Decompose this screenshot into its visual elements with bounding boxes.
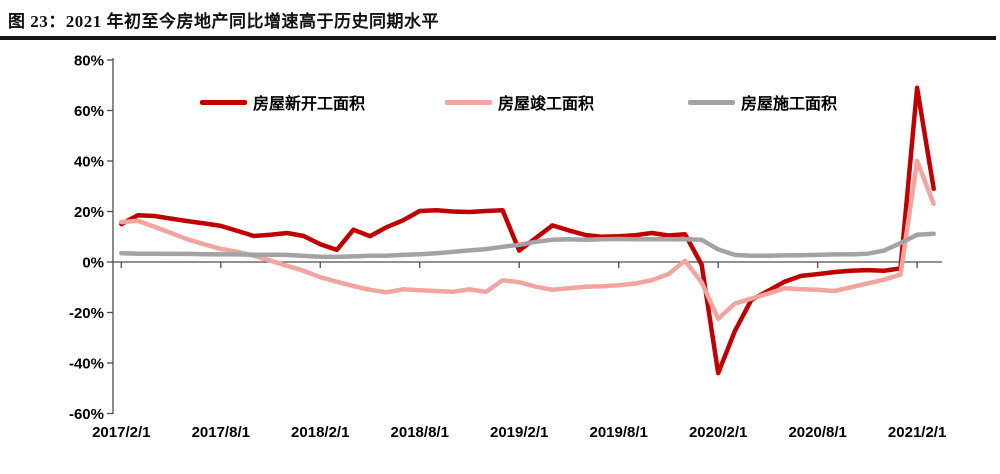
y-tick-label: 60%: [74, 103, 104, 120]
y-tick-label: 40%: [74, 154, 104, 171]
x-tick-label: 2017/8/1: [192, 424, 250, 441]
y-tick-label: 20%: [74, 204, 104, 221]
y-tick-label: -40%: [69, 356, 104, 373]
new-starts-line: [119, 85, 936, 376]
completions-line: [119, 158, 936, 322]
x-tick-label: 2021/2/1: [888, 424, 946, 441]
title-underline: [0, 36, 996, 40]
y-tick-label: 80%: [74, 53, 104, 70]
y-tick-label: -20%: [69, 305, 104, 322]
x-tick-label: 2019/8/1: [589, 424, 647, 441]
under-construction-line: [119, 231, 936, 260]
x-tick-label: 2020/8/1: [788, 424, 846, 441]
y-tick-label: -60%: [69, 406, 104, 423]
x-tick-label: 2019/2/1: [490, 424, 548, 441]
x-tick-label: 2017/2/1: [92, 424, 150, 441]
chart-svg: 80% 60% 40% 20% 0% -20% -40% -60%2017/2/1 2017/8…: [69, 53, 946, 442]
figure-title: 图 23：2021 年初至今房地产同比增速高于历史同期水平: [8, 12, 439, 31]
x-tick-label: 2018/8/1: [391, 424, 449, 441]
y-tick-label: 0%: [82, 255, 104, 272]
x-tick-label: 2020/2/1: [689, 424, 747, 441]
x-tick-label: 2018/2/1: [291, 424, 349, 441]
